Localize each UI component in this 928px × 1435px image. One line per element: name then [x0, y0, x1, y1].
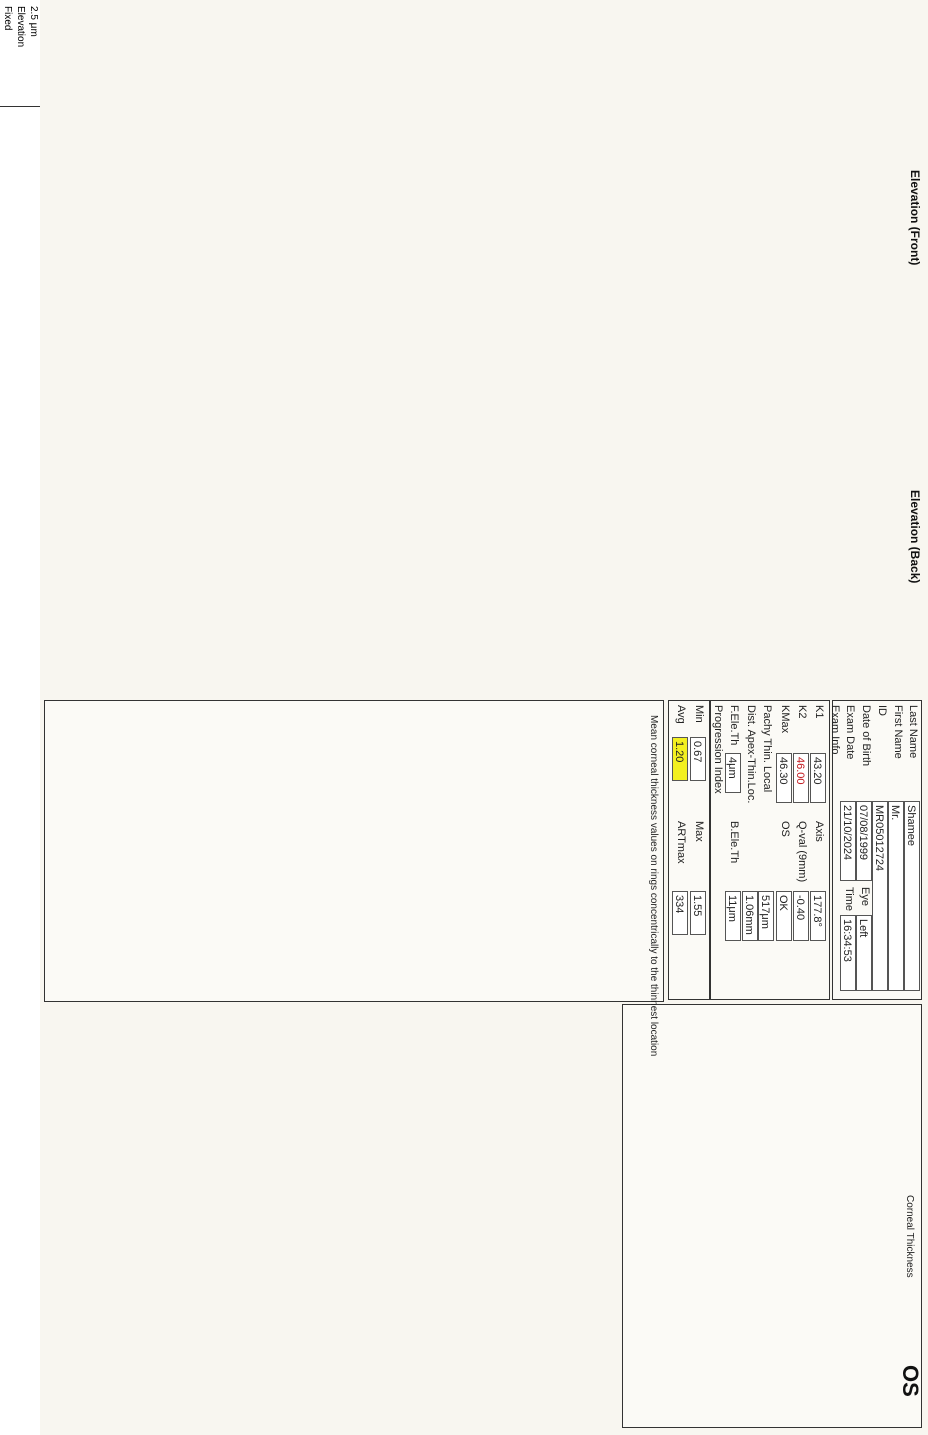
pachy-label: Pachy Thin. Local	[761, 705, 773, 793]
bele-label: B.Ele.Th	[728, 821, 740, 864]
qval-field: -0.40	[793, 891, 809, 941]
k2-field: 46.00	[793, 753, 809, 803]
header-elevation-front: Elevation (Front)	[908, 170, 922, 266]
id-label: ID	[876, 705, 888, 716]
fele-field: 4μm	[725, 753, 741, 793]
thickness-map-panel: Corneal Thickness OS	[621, 1004, 923, 1429]
last-name-label: Last Name	[907, 705, 919, 759]
eye-field: Left	[856, 915, 872, 991]
elevation-scale: 2.5 μm Elevation Fixed	[0, 0, 40, 1435]
scale-cells	[3, 104, 37, 1435]
time-label: Time	[843, 887, 855, 912]
scale-step: 2.5 μm	[28, 6, 39, 37]
axis-field: 177.8°	[810, 891, 826, 941]
max-field: 1.55	[690, 891, 706, 935]
ctsp-header: Mean corneal thickness values on rings c…	[648, 715, 659, 1057]
k2-label: K2	[796, 705, 808, 719]
os-field: OK	[776, 891, 792, 941]
scale-info: 2.5 μm Elevation Fixed	[0, 0, 40, 107]
max-label: Max	[693, 821, 705, 842]
patient-panel: Last Name Shamee First Name Mr. ID MR050…	[829, 700, 922, 1000]
axis-label: Axis	[813, 821, 825, 842]
qval-label: Q-val (9mm)	[796, 821, 808, 883]
dist-field: 1.06mm	[742, 891, 758, 941]
min-label: Min	[693, 705, 705, 723]
header-elevation-back: Elevation (Back)	[908, 490, 922, 584]
os-label: OS	[779, 821, 791, 837]
eye-label: Eye	[859, 887, 871, 906]
time-field: 16:34:53	[840, 915, 856, 991]
artmax-label: ARTmax	[675, 821, 687, 864]
maps-area	[42, 10, 906, 682]
first-name-label: First Name	[892, 705, 904, 759]
id-field: MR05012724	[872, 801, 888, 991]
progression-label: Progression Index	[712, 705, 724, 794]
dob-field: 07/08/1999	[856, 801, 872, 881]
first-name-field: Mr.	[888, 801, 904, 991]
fele-label: F.Ele.Th	[728, 705, 740, 746]
k1-field: 43.20	[810, 753, 826, 803]
avg-field: 1.20	[672, 737, 688, 781]
thickness-map-svg	[621, 1005, 921, 1345]
dob-label: Date of Birth	[860, 705, 872, 767]
thickness-scale	[623, 1345, 885, 1429]
bele-field: 11μm	[725, 891, 741, 941]
artmax-field: 334	[672, 891, 688, 935]
min-field: 0.67	[690, 737, 706, 781]
thickness-eye: OS	[898, 1365, 923, 1397]
progression-panel: Min 0.67 Max 1.55 Avg 1.20 ARTmax 334	[668, 700, 710, 1000]
scale-fixed: Fixed	[2, 6, 13, 31]
pachy-field: 517μm	[758, 891, 774, 941]
exam-info-label: Exam Info	[829, 705, 841, 755]
dist-label: Dist. Apex-Thin.Loc.	[745, 705, 757, 804]
avg-label: Avg	[675, 705, 687, 724]
exam-date-field: 21/10/2024	[840, 801, 856, 881]
kmax-field: 46.30	[776, 753, 792, 803]
exam-date-label: Exam Date	[844, 705, 856, 760]
scale-mode: Elevation	[15, 6, 26, 48]
k1-label: K1	[813, 705, 825, 719]
kmax-label: KMax	[779, 705, 791, 734]
keratometry-panel: K1 43.20 Axis 177.8° K2 46.00 Q-val (9mm…	[710, 700, 830, 1000]
ctsp-chart	[328, 705, 628, 1405]
last-name-field: Shamee	[904, 801, 920, 991]
